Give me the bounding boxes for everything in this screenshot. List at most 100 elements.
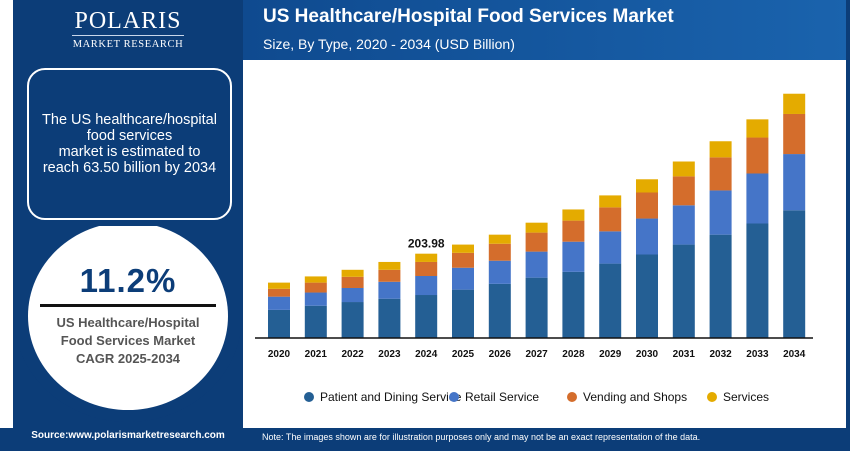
x-tick-label-2033: 2033 [746,349,769,360]
disclaimer-note: Note: The images shown are for illustrat… [262,432,701,442]
legend-label-patient-and-dining-service: Patient and Dining Service [320,390,462,404]
bar-segment-vending-and-shops-2025 [452,252,474,268]
bar-segment-retail-service-2024 [415,276,438,296]
logo-name: POLARIS [74,8,182,34]
bar-segment-services-2034 [783,93,806,114]
x-tick-label-2031: 2031 [673,349,696,360]
cagr-badge-circle [28,226,228,410]
bar-segment-services-2027 [525,222,548,233]
bar-segment-vending-and-shops-2033 [746,137,769,174]
cagr-label-line-1: US Healthcare/Hospital [56,315,200,330]
bar-segment-services-2029 [599,195,622,208]
bar-segment-patient-and-dining-service-2034 [783,210,806,338]
cagr-badge [14,226,242,422]
bar-segment-patient-and-dining-service-2033 [746,223,769,338]
stacked-bar-chart: 2020 2021 2022 2023 2024 2025 2026 2027 2028 2029… [255,93,813,404]
bar-segment-retail-service-2029 [599,231,622,264]
x-tick-label-2028: 2028 [562,349,585,360]
chart-title: US Healthcare/Hospital Food Services Mar… [263,6,674,27]
bar-segment-services-2024 [415,253,438,262]
logo-subtitle: MARKET RESEARCH [72,39,184,50]
bar-segment-patient-and-dining-service-2025 [452,289,474,338]
bars-group [268,93,806,338]
bar-segment-patient-and-dining-service-2031 [672,244,695,338]
cagr-label-line-3: CAGR 2025-2034 [75,351,181,366]
data-label-2024: 203.98 [408,237,445,251]
bar-segment-services-2033 [746,119,769,138]
bar-segment-vending-and-shops-2031 [672,176,695,206]
bar-segment-vending-and-shops-2020 [268,288,290,297]
bar-segment-retail-service-2020 [268,296,290,310]
bar-segment-retail-service-2023 [378,281,401,299]
bar-segment-patient-and-dining-service-2027 [525,277,548,338]
x-tick-label-2023: 2023 [378,349,401,360]
bar-segment-vending-and-shops-2032 [709,157,732,191]
bar-segment-patient-and-dining-service-2028 [562,271,585,338]
chart-subtitle: Size, By Type, 2020 - 2034 (USD Billion) [263,36,515,52]
cagr-label-line-2: Food Services Market [60,333,196,348]
legend-marker-patient-and-dining-service [304,392,314,402]
cagr-value: 11.2% [79,262,177,299]
x-tick-label-2029: 2029 [599,349,622,360]
bar-segment-patient-and-dining-service-2021 [304,305,327,338]
bar-segment-patient-and-dining-service-2020 [268,309,290,338]
bar-segment-vending-and-shops-2024 [415,261,438,276]
bar-segment-retail-service-2022 [341,287,364,303]
x-tick-label-2032: 2032 [709,349,732,360]
bar-segment-services-2026 [488,234,511,244]
bar-segment-services-2023 [378,261,401,270]
legend-label-retail-service: Retail Service [465,390,539,404]
bar-segment-vending-and-shops-2034 [783,113,806,155]
bar-segment-retail-service-2031 [672,205,695,245]
bar-segment-retail-service-2021 [304,292,327,306]
left-edge-strip [0,0,13,428]
data-labels: 203.98 [408,237,445,251]
bar-segment-patient-and-dining-service-2029 [599,263,622,338]
x-tick-label-2034: 2034 [783,349,806,360]
bar-segment-patient-and-dining-service-2022 [341,302,364,338]
market-estimate-box: The US healthcare/hospital food services… [27,68,232,220]
bar-segment-services-2020 [268,282,290,289]
bar-segment-retail-service-2033 [746,173,769,224]
polaris-logo: POLARIS MARKET RESEARCH [13,0,243,60]
estimate-line-2: food services [86,128,173,144]
bar-segment-services-2032 [709,141,732,158]
bar-segment-patient-and-dining-service-2023 [378,298,401,338]
bar-segment-vending-and-shops-2026 [488,243,511,261]
x-tick-label-2030: 2030 [636,349,659,360]
logo-divider [72,35,184,36]
bar-segment-vending-and-shops-2021 [304,282,327,293]
estimate-line-1: The US healthcare/hospital [42,112,217,128]
bar-segment-patient-and-dining-service-2030 [636,254,658,338]
legend: Patient and Dining Service Retail Service… [304,390,769,404]
bar-segment-services-2025 [452,244,474,253]
bar-segment-vending-and-shops-2027 [525,232,548,252]
x-tick-label-2026: 2026 [489,349,512,360]
bar-segment-services-2022 [341,269,364,277]
cagr-label: US Healthcare/Hospital Food Services Mar… [13,314,243,368]
x-tick-label-2024: 2024 [415,349,438,360]
bar-segment-retail-service-2028 [562,241,585,272]
bar-segment-patient-and-dining-service-2026 [488,283,511,338]
bar-segment-vending-and-shops-2023 [378,269,401,282]
bar-segment-retail-service-2026 [488,260,511,284]
x-tick-label-2027: 2027 [525,349,548,360]
legend-marker-retail-service [449,392,459,402]
estimate-line-3: market is estimated to [58,144,201,160]
bar-segment-retail-service-2034 [783,154,806,211]
legend-marker-services [707,392,717,402]
bar-segment-patient-and-dining-service-2024 [415,295,438,338]
bar-segment-vending-and-shops-2029 [599,207,622,232]
bar-segment-retail-service-2030 [636,218,658,255]
estimate-line-4: reach 63.50 billion by 2034 [42,160,217,176]
x-tick-label-2021: 2021 [305,349,328,360]
x-tick-label-2022: 2022 [341,349,364,360]
bar-segment-services-2028 [562,209,585,221]
bar-segment-services-2031 [672,161,695,177]
bar-segment-vending-and-shops-2028 [562,220,585,242]
bar-segment-services-2030 [636,179,658,193]
bar-segment-retail-service-2025 [452,267,474,290]
legend-marker-vending-and-shops [567,392,577,402]
bar-segment-retail-service-2032 [709,190,732,235]
legend-label-services: Services [723,390,769,404]
